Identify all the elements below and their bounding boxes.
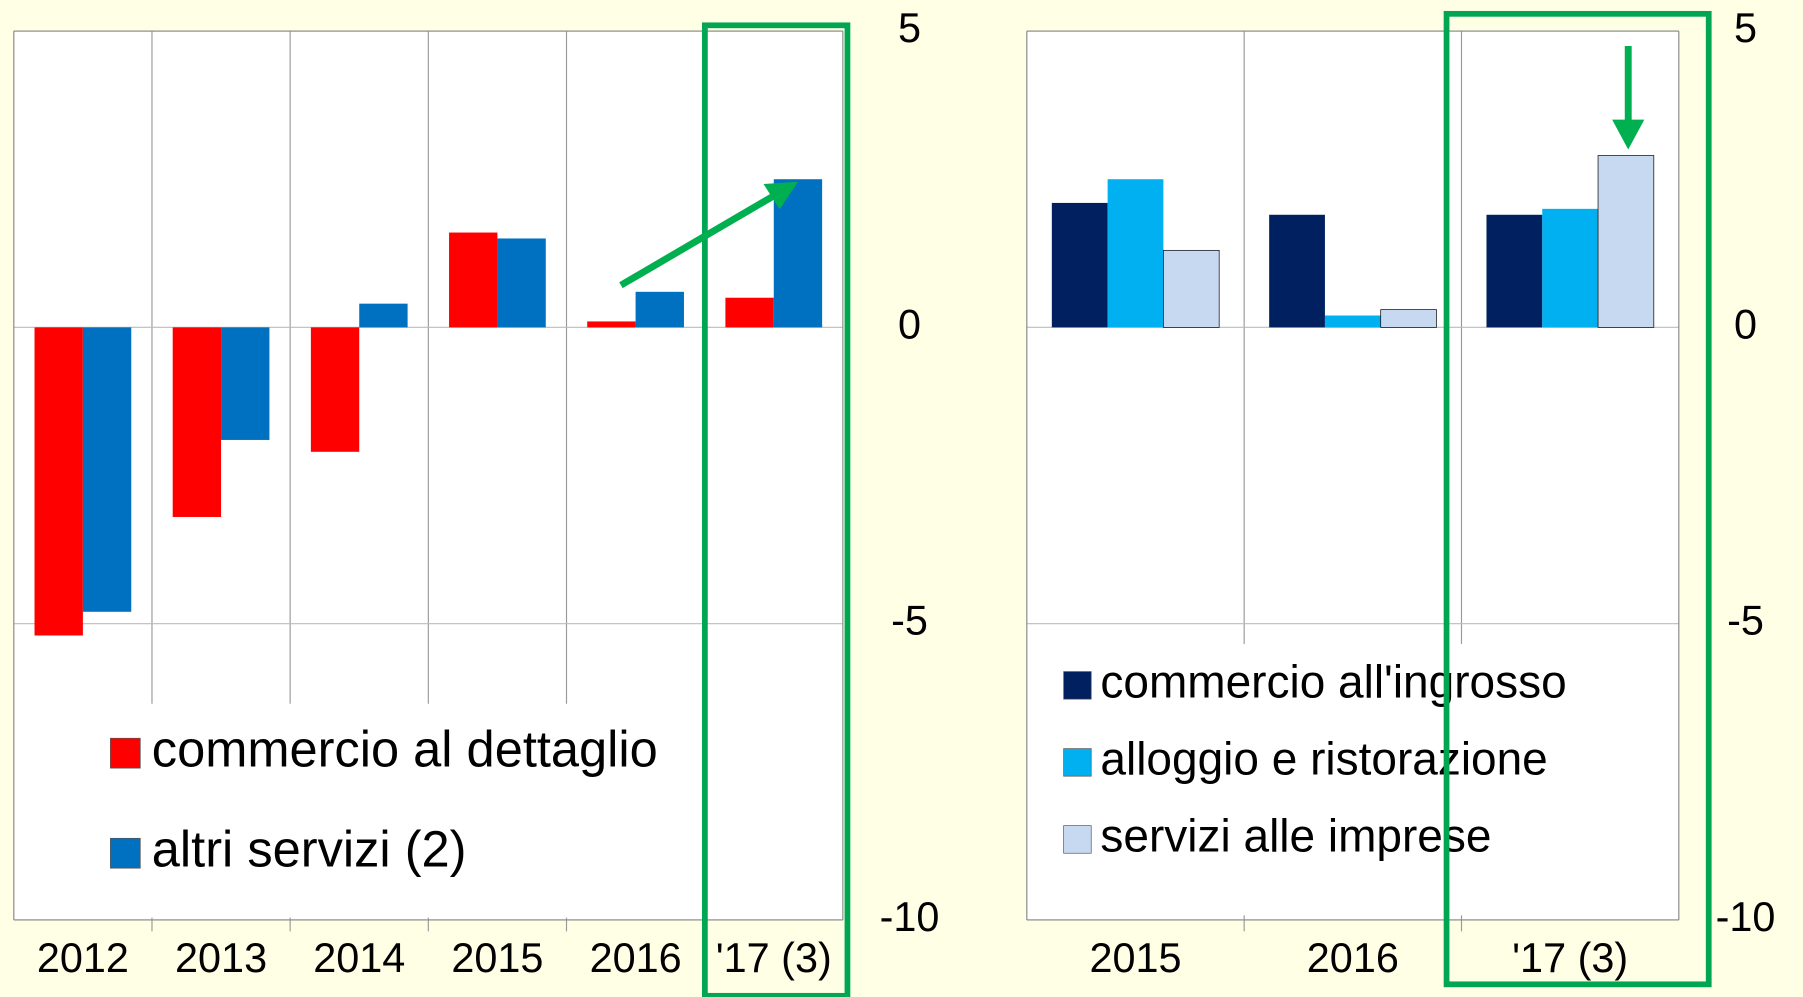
legend-label: commercio al dettaglio [152,721,658,778]
x-tick-label: '17 (3) [1512,935,1628,981]
bar [725,297,774,328]
legend-background [1029,643,1677,916]
x-tick-label: 2015 [1089,935,1181,981]
highlight-box [1443,10,1712,988]
arrow-head [1612,119,1645,150]
y-tick-label: 0 [1734,301,1757,347]
bar [635,291,684,328]
bar [449,232,498,328]
x-tick-label: 2014 [313,935,405,981]
legend-swatch [110,737,141,769]
bar [172,327,222,517]
legend-swatch [1063,748,1092,777]
x-tick-label: 2015 [451,935,543,981]
x-tick-label: 2013 [175,935,267,981]
bar [310,327,360,452]
bar [359,303,408,328]
bar [1380,309,1437,328]
y-tick-label: 0 [898,301,921,347]
legend-label: commercio all'ingrosso [1100,656,1566,708]
bar [1107,179,1164,328]
y-tick-label: -5 [1727,598,1764,644]
y-tick-label: 5 [898,5,921,51]
bar [82,327,132,612]
bar [1163,249,1220,328]
arrow-head [763,181,799,210]
arrow [619,186,786,289]
highlight-box [701,22,851,997]
y-tick-label: -10 [880,894,940,940]
bar [1051,202,1108,328]
x-tick-label: 2016 [1307,935,1399,981]
x-tick-label: '17 (3) [716,935,832,981]
bar [1486,214,1543,328]
bar [497,238,546,328]
bar [1324,315,1381,328]
bar [221,327,270,440]
bar [587,321,636,328]
legend-label: servizi alle imprese [1100,810,1491,862]
y-tick-label: 5 [1734,5,1757,51]
legend-swatch [1063,825,1092,854]
y-tick-label: -10 [1716,894,1776,940]
bar [34,327,83,636]
bar [1269,214,1325,328]
bar [1597,155,1655,328]
y-tick-label: -5 [891,598,928,644]
bar [1542,208,1599,328]
legend-swatch [1063,671,1092,700]
legend-label: altri servizi (2) [152,821,467,878]
x-tick-label: 2016 [590,935,682,981]
x-tick-label: 2012 [37,935,129,981]
legend-swatch [110,837,141,869]
legend-label: alloggio e ristorazione [1100,733,1547,785]
